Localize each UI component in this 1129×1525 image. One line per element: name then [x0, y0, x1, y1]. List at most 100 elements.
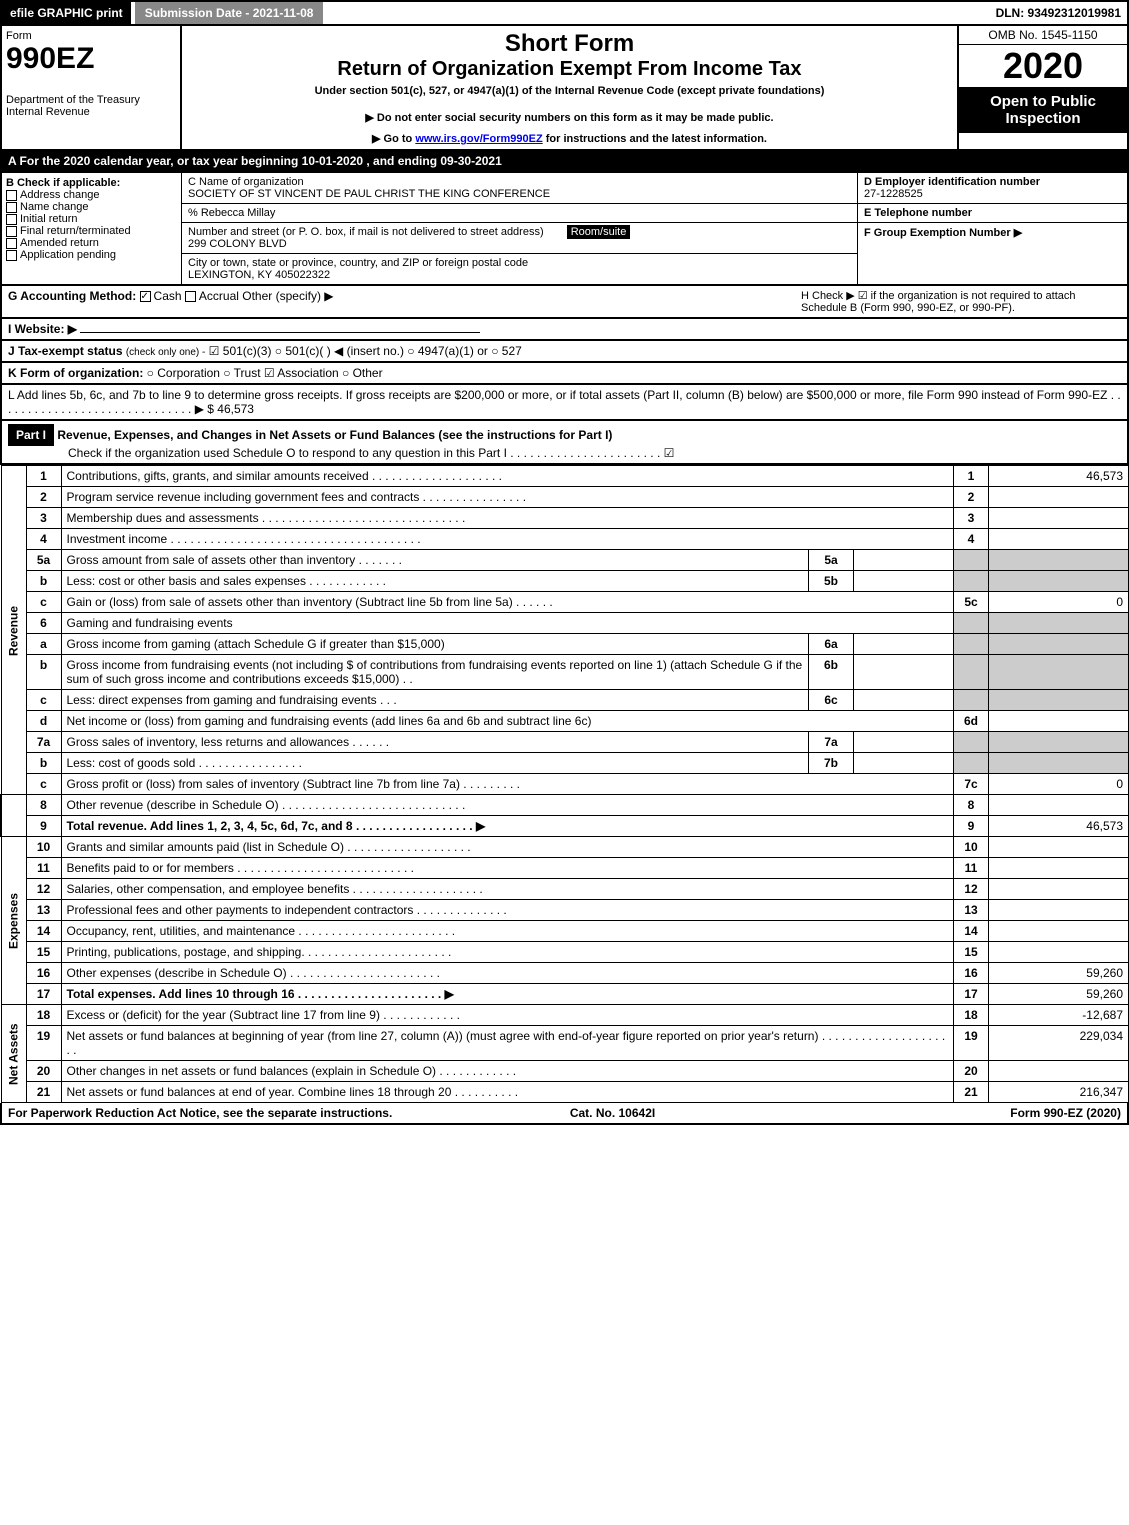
line-amount	[989, 879, 1129, 900]
page-footer: For Paperwork Reduction Act Notice, see …	[0, 1103, 1129, 1125]
footer-center: Cat. No. 10642I	[570, 1106, 655, 1120]
form-label: Form	[6, 30, 176, 42]
line-ref: 11	[954, 858, 989, 879]
sections-def: D Employer identification number 27-1228…	[857, 173, 1127, 284]
line-desc: Professional fees and other payments to …	[61, 900, 954, 921]
form-org-label: K Form of organization:	[8, 366, 143, 380]
spacer	[1, 795, 26, 837]
line-num: 15	[26, 942, 61, 963]
ein-value: 27-1228525	[864, 188, 1121, 200]
line-ref: 20	[954, 1061, 989, 1082]
line-amount: 229,034	[989, 1026, 1129, 1061]
line-desc: Other changes in net assets or fund bala…	[61, 1061, 954, 1082]
form-title: Short Form	[192, 30, 947, 58]
line-desc: Less: direct expenses from gaming and fu…	[61, 690, 809, 711]
section-b-label: B Check if applicable:	[6, 177, 177, 189]
section-c: C Name of organization SOCIETY OF ST VIN…	[182, 173, 857, 284]
row-j: J Tax-exempt status (check only one) - ☑…	[0, 341, 1129, 363]
line-amount	[989, 858, 1129, 879]
check-address-change[interactable]: Address change	[6, 189, 177, 201]
other-option[interactable]: Other (specify) ▶	[242, 289, 333, 303]
line-num: c	[26, 774, 61, 795]
gray-cell	[989, 613, 1129, 634]
line-amount: 216,347	[989, 1082, 1129, 1103]
line-num: 18	[26, 1005, 61, 1026]
line-ref: 12	[954, 879, 989, 900]
line-amount	[989, 508, 1129, 529]
line-amount: 46,573	[989, 816, 1129, 837]
line-amount: 46,573	[989, 466, 1129, 487]
sub-amount	[854, 690, 954, 711]
website-input[interactable]	[80, 332, 480, 333]
line-ref: 10	[954, 837, 989, 858]
form-org-options[interactable]: ○ Corporation ○ Trust ☑ Association ○ Ot…	[147, 366, 383, 380]
line-desc: Other expenses (describe in Schedule O) …	[61, 963, 954, 984]
top-bar: efile GRAPHIC print Submission Date - 20…	[0, 0, 1129, 26]
line-num: 1	[26, 466, 61, 487]
line-desc: Gaming and fundraising events	[61, 613, 954, 634]
line-desc: Excess or (deficit) for the year (Subtra…	[61, 1005, 954, 1026]
line-desc: Gross income from fundraising events (no…	[61, 655, 809, 690]
line-desc: Gross income from gaming (attach Schedul…	[61, 634, 809, 655]
check-name-change[interactable]: Name change	[6, 201, 177, 213]
street-label: Number and street (or P. O. box, if mail…	[188, 226, 544, 238]
line-num: 19	[26, 1026, 61, 1061]
line-num: 11	[26, 858, 61, 879]
line-ref: 19	[954, 1026, 989, 1061]
line-amount	[989, 529, 1129, 550]
form-subtitle: Return of Organization Exempt From Incom…	[192, 58, 947, 81]
omb-number: OMB No. 1545-1150	[959, 26, 1127, 45]
line-ref: 7c	[954, 774, 989, 795]
gray-cell	[989, 571, 1129, 592]
form-number: 990EZ	[6, 42, 176, 76]
part-1-label: Part I	[8, 424, 54, 446]
line-desc: Total expenses. Add lines 10 through 16 …	[61, 984, 954, 1005]
efile-print-button[interactable]: efile GRAPHIC print	[2, 2, 131, 24]
sub-ref: 7a	[809, 732, 854, 753]
tax-exempt-options[interactable]: ☑ 501(c)(3) ○ 501(c)( ) ◀ (insert no.) ○…	[209, 344, 522, 358]
line-desc: Other revenue (describe in Schedule O) .…	[61, 795, 954, 816]
row-i: I Website: ▶	[0, 319, 1129, 341]
part-1-title: Revenue, Expenses, and Changes in Net As…	[57, 428, 612, 442]
netassets-label: Net Assets	[1, 1005, 26, 1103]
footer-left: For Paperwork Reduction Act Notice, see …	[8, 1106, 392, 1120]
line-desc: Contributions, gifts, grants, and simila…	[61, 466, 954, 487]
line-desc: Gross profit or (loss) from sales of inv…	[61, 774, 954, 795]
accrual-option[interactable]: Accrual	[185, 289, 239, 303]
line-ref: 18	[954, 1005, 989, 1026]
line-amount: -12,687	[989, 1005, 1129, 1026]
cash-option[interactable]: Cash	[140, 289, 182, 303]
check-application-pending[interactable]: Application pending	[6, 249, 177, 261]
gray-cell	[954, 571, 989, 592]
section-b: B Check if applicable: Address change Na…	[2, 173, 182, 284]
row-a-tax-period: A For the 2020 calendar year, or tax yea…	[0, 151, 1129, 173]
line-amount: 0	[989, 774, 1129, 795]
dln-label: DLN: 93492312019981	[996, 6, 1127, 20]
irs-link[interactable]: www.irs.gov/Form990EZ	[415, 133, 542, 145]
sub-amount	[854, 571, 954, 592]
check-amended-return[interactable]: Amended return	[6, 237, 177, 249]
line-num: 2	[26, 487, 61, 508]
line-amount	[989, 487, 1129, 508]
check-initial-return[interactable]: Initial return	[6, 213, 177, 225]
form-header: Form 990EZ Department of the Treasury In…	[0, 26, 1129, 151]
goto-prefix: ▶ Go to	[372, 133, 415, 145]
line-amount: 59,260	[989, 963, 1129, 984]
check-final-return[interactable]: Final return/terminated	[6, 225, 177, 237]
line-num: a	[26, 634, 61, 655]
line-desc: Investment income . . . . . . . . . . . …	[61, 529, 954, 550]
under-section: Under section 501(c), 527, or 4947(a)(1)…	[192, 85, 947, 97]
street-value: 299 COLONY BLVD	[188, 238, 851, 250]
expenses-label: Expenses	[1, 837, 26, 1005]
gray-cell	[954, 732, 989, 753]
part-1-check: Check if the organization used Schedule …	[68, 446, 1121, 460]
gray-cell	[989, 655, 1129, 690]
gray-cell	[954, 550, 989, 571]
line-desc: Less: cost or other basis and sales expe…	[61, 571, 809, 592]
line-ref: 4	[954, 529, 989, 550]
line-ref: 14	[954, 921, 989, 942]
line-ref: 17	[954, 984, 989, 1005]
line-ref: 15	[954, 942, 989, 963]
gray-cell	[989, 732, 1129, 753]
submission-date-button[interactable]: Submission Date - 2021-11-08	[135, 2, 324, 24]
